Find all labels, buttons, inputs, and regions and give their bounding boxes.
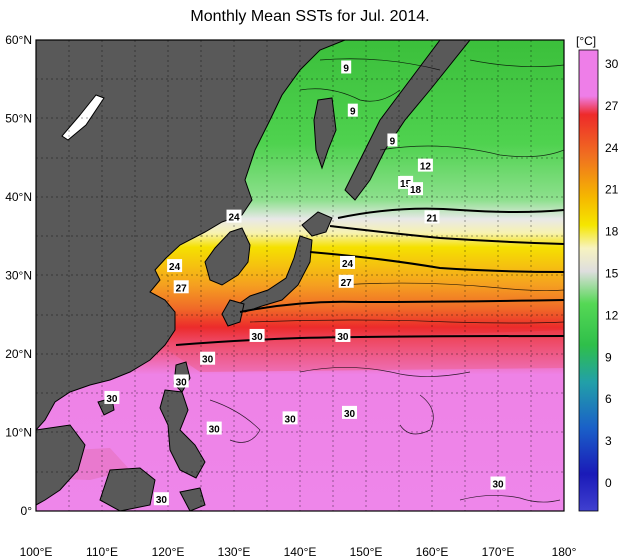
contour-label: 30 (344, 409, 356, 420)
contour-label: 30 (337, 332, 349, 343)
contour-label: 27 (341, 278, 353, 289)
colorbar-unit: [°C] (576, 34, 596, 48)
lon-tick-label: 100°E (20, 545, 53, 559)
contour-label-box (226, 209, 242, 223)
contour-label: 30 (202, 355, 214, 366)
lon-tick-label: 170°E (482, 545, 515, 559)
contour-label-box (408, 182, 423, 196)
contour-label: 9 (350, 107, 356, 118)
colorbar-tick-label: 24 (605, 141, 619, 155)
colorbar-tick-label: 21 (605, 183, 619, 197)
contour-label-box (153, 492, 169, 506)
contour-label-box (249, 328, 265, 342)
graticule (36, 40, 564, 511)
lat-tick-label: 0° (21, 504, 33, 518)
colorbar-tick-label: 15 (605, 267, 619, 281)
contour-label: 9 (343, 63, 349, 74)
contour-label-box (347, 103, 358, 117)
contour-label-box (387, 133, 398, 147)
lon-tick-label: 180° (552, 545, 577, 559)
contour-label-box (338, 274, 354, 288)
lon-tick-label: 130°E (218, 545, 251, 559)
lat-tick-label: 60°N (5, 33, 32, 47)
contour-label: 27 (176, 283, 188, 294)
lat-tick-label: 40°N (5, 190, 32, 204)
lon-tick-label: 110°E (86, 545, 118, 559)
axis-labels: 100°E 110°E 120°E 130°E 140°E 150°E 160°E 170°E… (5, 33, 576, 559)
lon-tick-label: 140°E (284, 545, 317, 559)
contour-label: 30 (252, 332, 264, 343)
contour-label: 30 (156, 495, 168, 506)
lat-tick-label: 30°N (5, 269, 32, 283)
lon-tick-label: 120°E (152, 545, 185, 559)
colorbar-tick-label: 27 (605, 99, 619, 113)
contour-label: 30 (106, 394, 118, 405)
contour-label: 30 (209, 425, 221, 436)
lon-tick-label: 160°E (416, 545, 449, 559)
colorbar-tick-label: 6 (605, 392, 612, 406)
contour-label: 24 (228, 213, 240, 224)
contour-label: 24 (342, 259, 354, 270)
contour-label-box (424, 210, 440, 224)
contour-label-box (104, 390, 120, 404)
contour-label-box (206, 421, 222, 435)
colorbar-tick-label: 9 (605, 350, 612, 364)
contour-label-box (200, 351, 216, 365)
contour-label: 30 (176, 377, 188, 388)
lat-tick-label: 10°N (5, 426, 32, 440)
colorbar-tick-label: 18 (605, 225, 619, 239)
contour-label-box (173, 280, 189, 294)
contour-label: 9 (390, 136, 396, 147)
colorbar-tick-label: 12 (605, 308, 619, 322)
contour-label: 12 (420, 162, 432, 173)
map-frame (35, 39, 565, 512)
contour-label-box (342, 405, 357, 419)
lat-tick-label: 20°N (5, 347, 32, 361)
land-asia (36, 40, 471, 511)
colorbar-ramp (578, 49, 599, 512)
contour-label-box (417, 158, 433, 172)
colorbar-tick-label: 3 (605, 434, 612, 448)
contour-label: 15 (400, 179, 412, 190)
contour-label-box (173, 374, 189, 388)
contour-label-box (282, 411, 298, 425)
contour-label-box (167, 259, 183, 273)
contour-label: 30 (492, 480, 504, 491)
contour-label-box (490, 476, 506, 490)
contour-label-box (341, 60, 352, 74)
colorbar-tick-label: 30 (605, 57, 619, 71)
contour-label-box (340, 255, 356, 269)
lat-tick-label: 50°N (5, 112, 32, 126)
contour-label-box (335, 328, 351, 342)
map-title: Monthly Mean SSTs for Jul. 2014. (190, 8, 430, 25)
colorbar-tick-label: 0 (605, 476, 612, 490)
contour-label: 24 (169, 262, 181, 273)
contour-label: 21 (426, 213, 438, 224)
contour-label: 18 (410, 185, 422, 196)
contour-label: 30 (285, 414, 297, 425)
lon-tick-label: 150°E (350, 545, 383, 559)
